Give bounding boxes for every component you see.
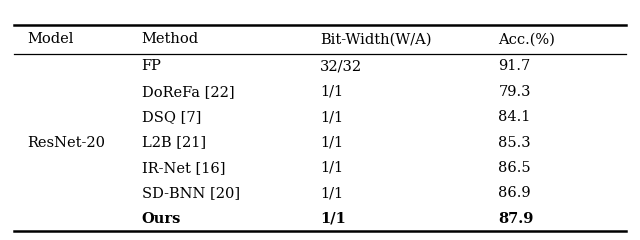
Text: 79.3: 79.3: [499, 85, 531, 99]
Text: 84.1: 84.1: [499, 110, 531, 124]
Text: 87.9: 87.9: [499, 212, 534, 226]
Text: L2B [21]: L2B [21]: [141, 136, 205, 150]
Text: Bit-Width(W/A): Bit-Width(W/A): [320, 32, 431, 46]
Text: Ours: Ours: [141, 212, 181, 226]
Text: 1/1: 1/1: [320, 136, 343, 150]
Text: 86.5: 86.5: [499, 161, 531, 175]
Text: SD-BNN [20]: SD-BNN [20]: [141, 186, 240, 200]
Text: ResNet-20: ResNet-20: [27, 136, 105, 150]
Text: FP: FP: [141, 59, 161, 73]
Text: IR-Net [16]: IR-Net [16]: [141, 161, 225, 175]
Text: Method: Method: [141, 32, 198, 46]
Text: Model: Model: [27, 32, 73, 46]
Text: 85.3: 85.3: [499, 136, 531, 150]
Text: Acc.(%): Acc.(%): [499, 32, 556, 46]
Text: 1/1: 1/1: [320, 110, 343, 124]
Text: 86.9: 86.9: [499, 186, 531, 200]
Text: DSQ [7]: DSQ [7]: [141, 110, 201, 124]
Text: 1/1: 1/1: [320, 212, 346, 226]
Text: DoReFa [22]: DoReFa [22]: [141, 85, 234, 99]
Text: 32/32: 32/32: [320, 59, 362, 73]
Text: 1/1: 1/1: [320, 186, 343, 200]
Text: 1/1: 1/1: [320, 161, 343, 175]
Text: 1/1: 1/1: [320, 85, 343, 99]
Text: 91.7: 91.7: [499, 59, 531, 73]
